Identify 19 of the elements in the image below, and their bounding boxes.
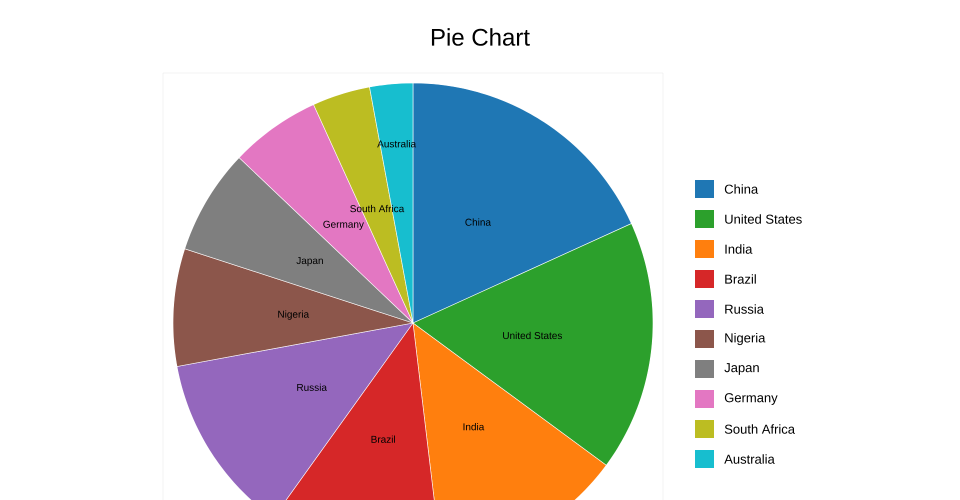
legend-label: Nigeria bbox=[725, 332, 766, 346]
legend-label: Brazil bbox=[725, 274, 756, 284]
chart-title: Pie Chart bbox=[432, 28, 530, 46]
legend-label: India bbox=[725, 244, 752, 254]
legend-label: United States bbox=[725, 214, 802, 224]
legend-label: Germany bbox=[724, 393, 778, 405]
slice-label: India bbox=[464, 422, 484, 430]
slice-label: Nigeria bbox=[278, 310, 310, 320]
legend-label: Japan bbox=[724, 363, 759, 375]
legend-label: Australia bbox=[724, 454, 775, 464]
legend-label: Russia bbox=[725, 304, 764, 314]
slice-label: United States bbox=[503, 332, 562, 340]
legend-label: South Africa bbox=[724, 424, 796, 434]
legend-label: China bbox=[724, 184, 758, 194]
slice-label: Germany bbox=[323, 220, 364, 230]
slice-label: China bbox=[465, 218, 491, 226]
slice-label: Brazil bbox=[371, 436, 395, 443]
slice-label: Japan bbox=[296, 257, 323, 266]
slice-label: Russia bbox=[297, 384, 327, 391]
